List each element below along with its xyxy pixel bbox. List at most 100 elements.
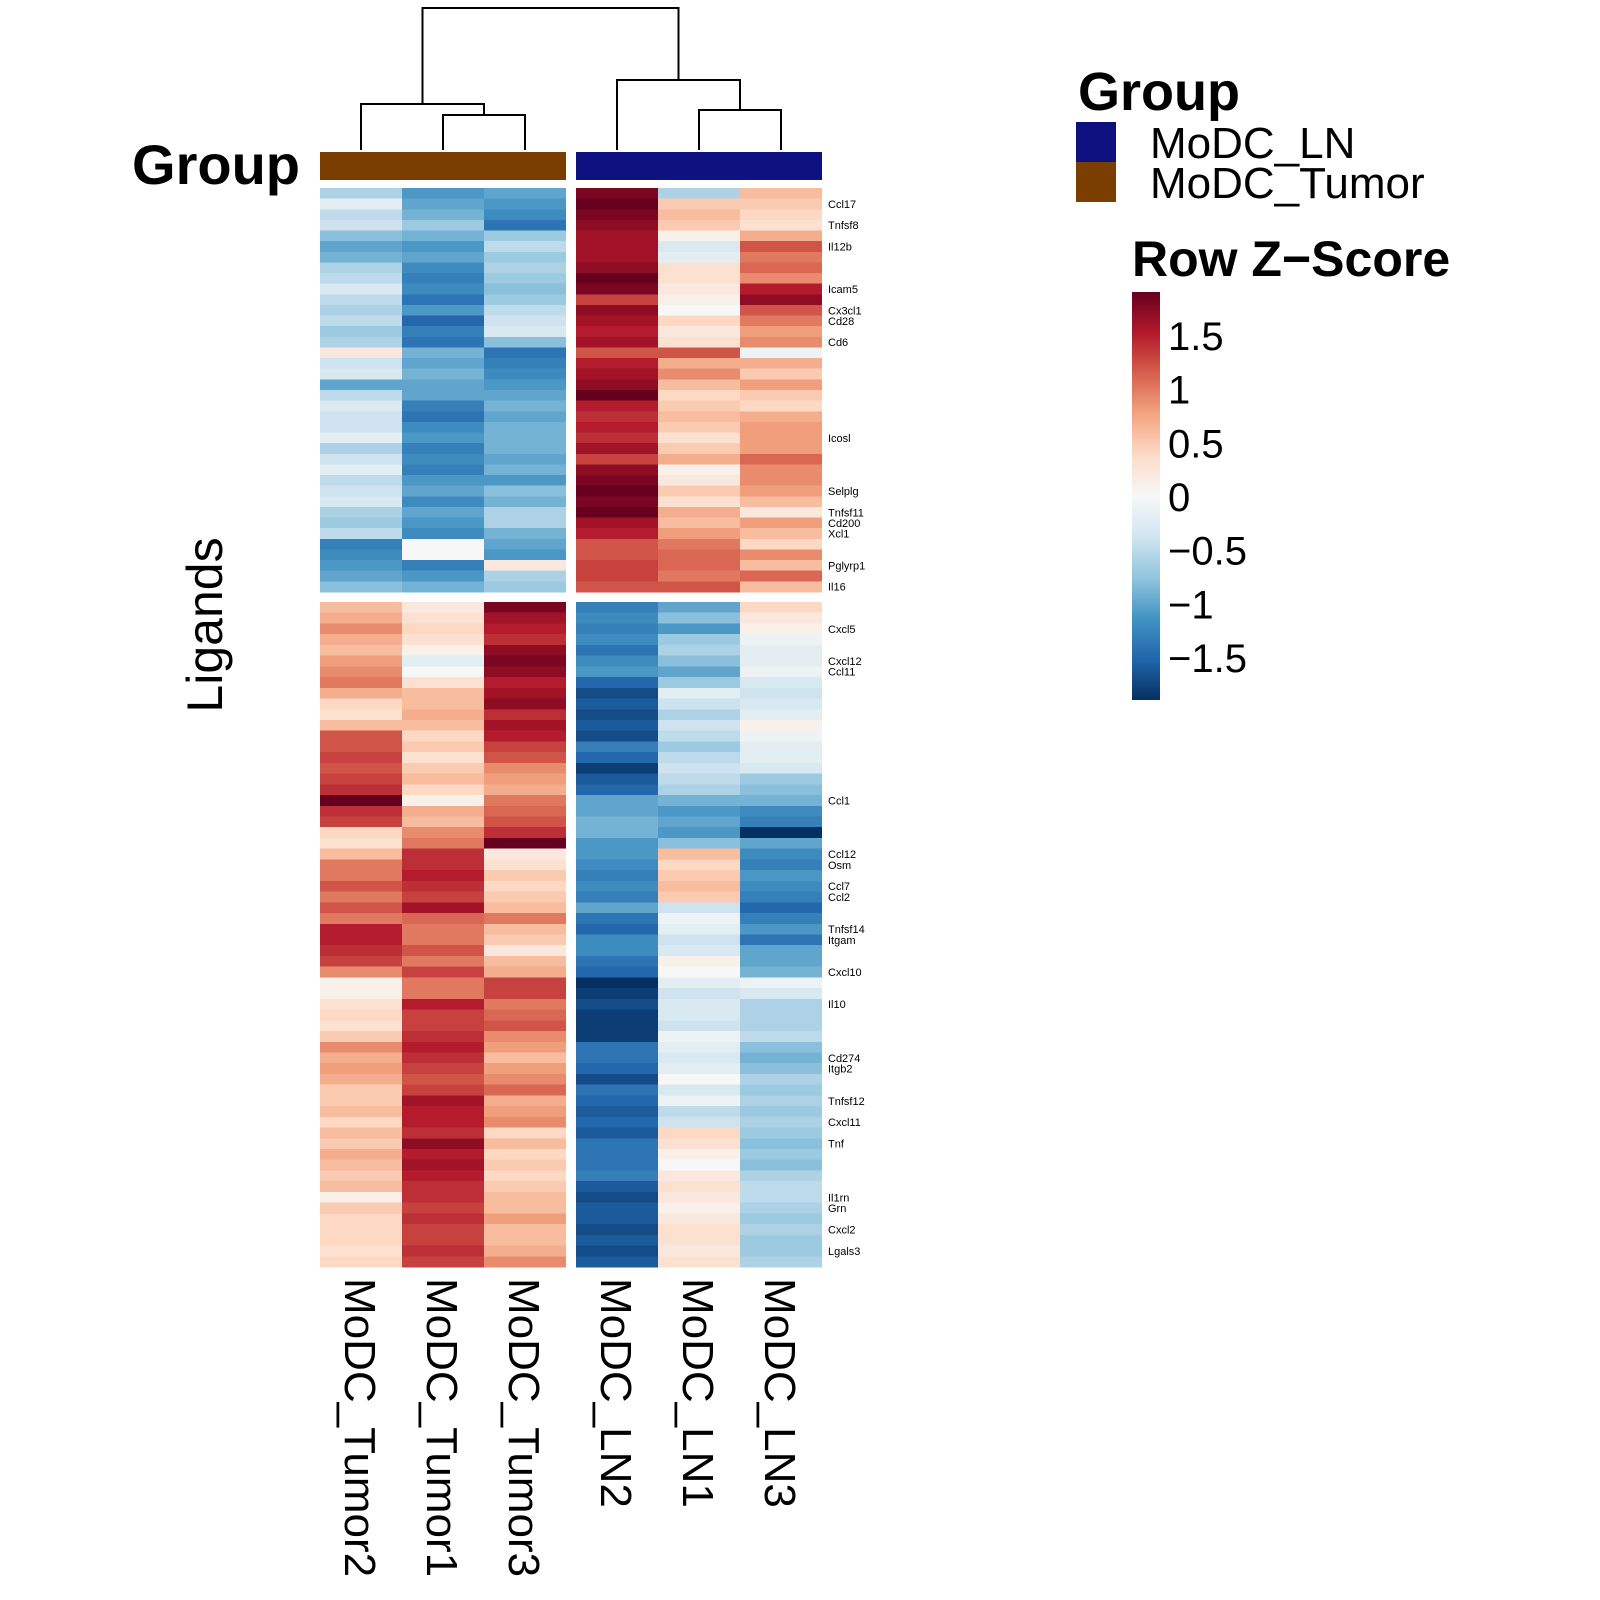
heatmap-cell: [402, 304, 484, 317]
heatmap-cell: [658, 698, 740, 710]
heatmap-cell: [576, 560, 658, 572]
heatmap-cell: [320, 1202, 402, 1214]
heatmap-cell: [740, 251, 822, 264]
heatmap-cell: [320, 795, 402, 807]
annotation-cell: [402, 152, 485, 180]
heatmap-cell: [402, 1009, 484, 1021]
heatmap-cell: [658, 517, 740, 529]
heatmap-cell: [402, 358, 484, 370]
heatmap-cell: [402, 644, 484, 657]
heatmap-cell: [402, 988, 484, 1000]
heatmap-cell: [484, 612, 566, 625]
heatmap-cell: [740, 273, 822, 285]
heatmap-cell: [740, 400, 822, 412]
row-label: Tnfsf14: [828, 924, 865, 936]
color-scale-tick-label: 0: [1168, 476, 1190, 520]
row-label: Ccl7: [828, 881, 850, 893]
heatmap-cell: [320, 230, 402, 242]
heatmap-cell: [576, 848, 658, 861]
heatmap-cell: [740, 1159, 822, 1172]
heatmap-cell: [576, 1052, 658, 1064]
heatmap-cell: [576, 241, 658, 253]
heatmap-cell: [576, 1213, 658, 1225]
heatmap-cell: [576, 752, 658, 764]
heatmap-cell: [320, 506, 402, 519]
heatmap-cell: [320, 453, 402, 466]
heatmap-cell: [484, 1138, 566, 1150]
heatmap-cell: [402, 390, 484, 402]
heatmap-cell: [320, 1009, 402, 1021]
heatmap-cell: [402, 294, 484, 306]
heatmap-cell: [658, 988, 740, 1000]
heatmap-cell: [658, 230, 740, 242]
heatmap-cell: [740, 230, 822, 242]
heatmap-cell: [320, 273, 402, 285]
heatmap-cell: [484, 241, 566, 253]
heatmap-cell: [576, 988, 658, 1000]
heatmap-cell: [576, 517, 658, 529]
heatmap-cell: [484, 581, 566, 593]
heatmap-cell: [320, 827, 402, 839]
heatmap-cell: [402, 1138, 484, 1150]
heatmap-cell: [402, 315, 484, 327]
heatmap-cell: [658, 464, 740, 476]
heatmap-cell: [484, 326, 566, 338]
heatmap-cell: [576, 634, 658, 646]
heatmap-cell: [320, 411, 402, 423]
heatmap-cell: [658, 475, 740, 487]
heatmap-cell: [576, 1031, 658, 1043]
heatmap-cell: [576, 443, 658, 455]
heatmap-cell: [658, 241, 740, 253]
heatmap-cell: [320, 773, 402, 785]
heatmap-cell: [658, 262, 740, 274]
heatmap-cell: [576, 677, 658, 689]
heatmap-cell: [740, 188, 822, 200]
heatmap-cell: [576, 1095, 658, 1107]
heatmap-cell: [402, 219, 484, 232]
heatmap-cell: [484, 1213, 566, 1225]
heatmap-cell: [740, 347, 822, 359]
heatmap-cell: [740, 506, 822, 519]
row-label: Icosl: [828, 433, 851, 445]
heatmap-cell: [576, 837, 658, 850]
row-label: Cd274: [828, 1053, 860, 1065]
heatmap-cell: [576, 698, 658, 710]
heatmap-cell: [402, 891, 484, 903]
heatmap-cell: [320, 977, 402, 989]
heatmap-cell: [402, 773, 484, 785]
heatmap-cell: [576, 902, 658, 914]
heatmap-cell: [484, 262, 566, 274]
heatmap-cell: [576, 644, 658, 657]
heatmap-cell: [320, 443, 402, 455]
heatmap-cell: [740, 1031, 822, 1043]
heatmap-cell: [484, 496, 566, 508]
heatmap-cell: [402, 443, 484, 455]
heatmap-cell: [484, 955, 566, 968]
heatmap-cell: [320, 666, 402, 678]
row-label: Cxcl11: [828, 1117, 861, 1129]
heatmap-cell: [658, 538, 740, 551]
heatmap-cell: [576, 1202, 658, 1214]
heatmap-cell: [658, 666, 740, 678]
heatmap-cell: [320, 1213, 402, 1225]
row-label: Il1rn: [828, 1192, 849, 1204]
heatmap-cell: [484, 1245, 566, 1257]
heatmap-cell: [320, 602, 402, 614]
heatmap-cell: [740, 902, 822, 914]
heatmap-cell: [402, 368, 484, 380]
heatmap-cell: [320, 241, 402, 253]
heatmap-cell: [484, 411, 566, 423]
heatmap-cell: [320, 762, 402, 775]
heatmap-cell: [576, 496, 658, 508]
heatmap-cell: [320, 784, 402, 796]
heatmap-cell: [658, 602, 740, 614]
heatmap-cell: [740, 390, 822, 402]
heatmap-cell: [320, 859, 402, 871]
heatmap-cell: [402, 188, 484, 200]
heatmap-cell: [658, 1009, 740, 1021]
heatmap-cell: [320, 1116, 402, 1129]
heatmap-cell: [320, 719, 402, 732]
heatmap-cell: [402, 634, 484, 646]
heatmap-cell: [484, 304, 566, 317]
heatmap-cell: [402, 336, 484, 349]
